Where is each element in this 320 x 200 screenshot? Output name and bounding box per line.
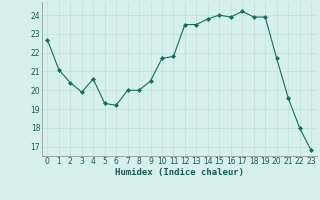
X-axis label: Humidex (Indice chaleur): Humidex (Indice chaleur) [115,168,244,177]
